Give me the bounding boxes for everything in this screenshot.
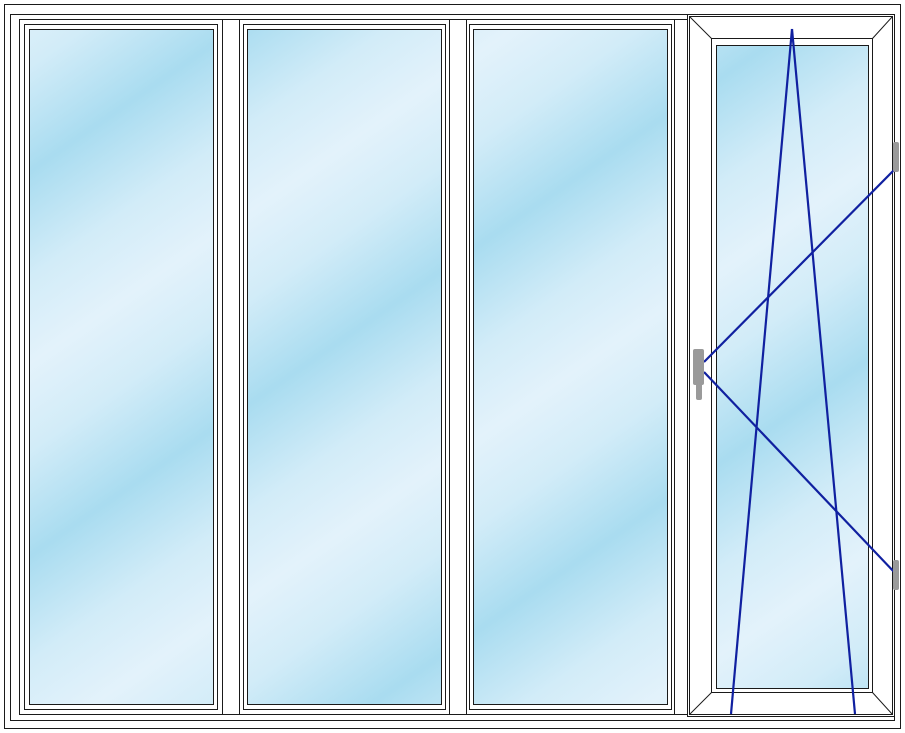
sash-bevel-bottom-right xyxy=(872,692,893,715)
pane-1-glass xyxy=(29,29,214,705)
handle-lever xyxy=(696,370,702,400)
mullion-3 xyxy=(674,19,688,715)
opening-symbol xyxy=(703,28,897,715)
sash-bevel-top-left xyxy=(689,16,712,39)
pane-4 xyxy=(687,14,895,717)
pane-1 xyxy=(19,19,223,715)
tilt-line-right xyxy=(790,28,857,715)
hinge-top xyxy=(893,142,899,172)
pane-2-glass xyxy=(247,29,442,705)
mullion-1 xyxy=(222,19,240,715)
hinge-bottom xyxy=(893,560,899,590)
hardware xyxy=(693,142,899,590)
turn-line-upper xyxy=(703,167,897,363)
pane-2 xyxy=(239,19,450,715)
pane-4-glass xyxy=(716,45,869,689)
pane-3-glass xyxy=(473,29,668,705)
tilt-line-left xyxy=(729,28,794,715)
pane-3 xyxy=(466,19,675,715)
mullion-2 xyxy=(449,19,467,715)
sash-bevel-top-right xyxy=(872,16,893,39)
sash-bevel-bottom-left xyxy=(689,692,712,715)
turn-line-lower xyxy=(703,371,897,575)
